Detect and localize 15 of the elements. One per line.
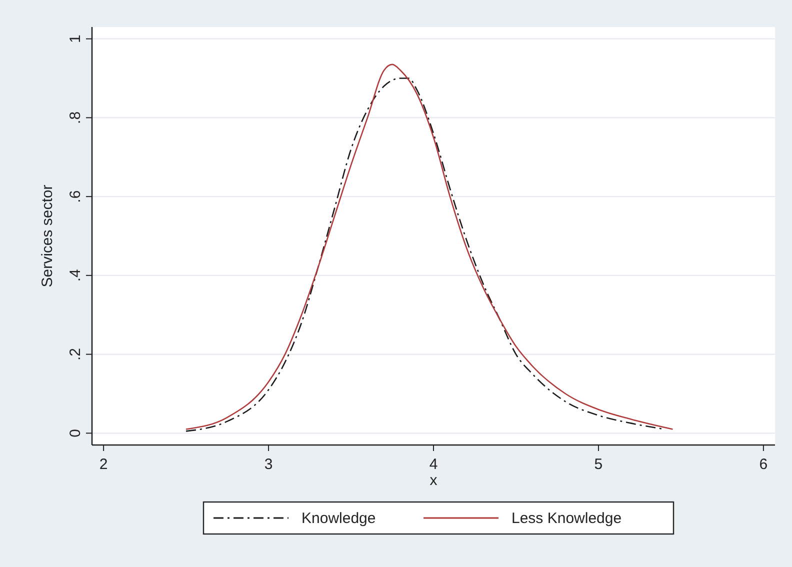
x-tick-label: 6	[759, 456, 768, 473]
x-tick-label: 3	[264, 456, 273, 473]
legend-label: Less Knowledge	[512, 510, 622, 527]
y-tick-label: .8	[67, 111, 84, 124]
y-tick-label: .2	[67, 348, 84, 361]
x-tick-label: 5	[594, 456, 603, 473]
y-tick-label: .6	[67, 190, 84, 203]
x-axis-title: x	[430, 472, 438, 489]
x-tick-label: 2	[99, 456, 108, 473]
y-tick-label: 0	[67, 429, 84, 438]
y-tick-label: .4	[67, 269, 84, 282]
y-tick-label: 1	[67, 34, 84, 43]
legend-label: Knowledge	[302, 510, 376, 527]
x-tick-label: 4	[429, 456, 438, 473]
y-axis-title: Services sector	[39, 184, 56, 288]
